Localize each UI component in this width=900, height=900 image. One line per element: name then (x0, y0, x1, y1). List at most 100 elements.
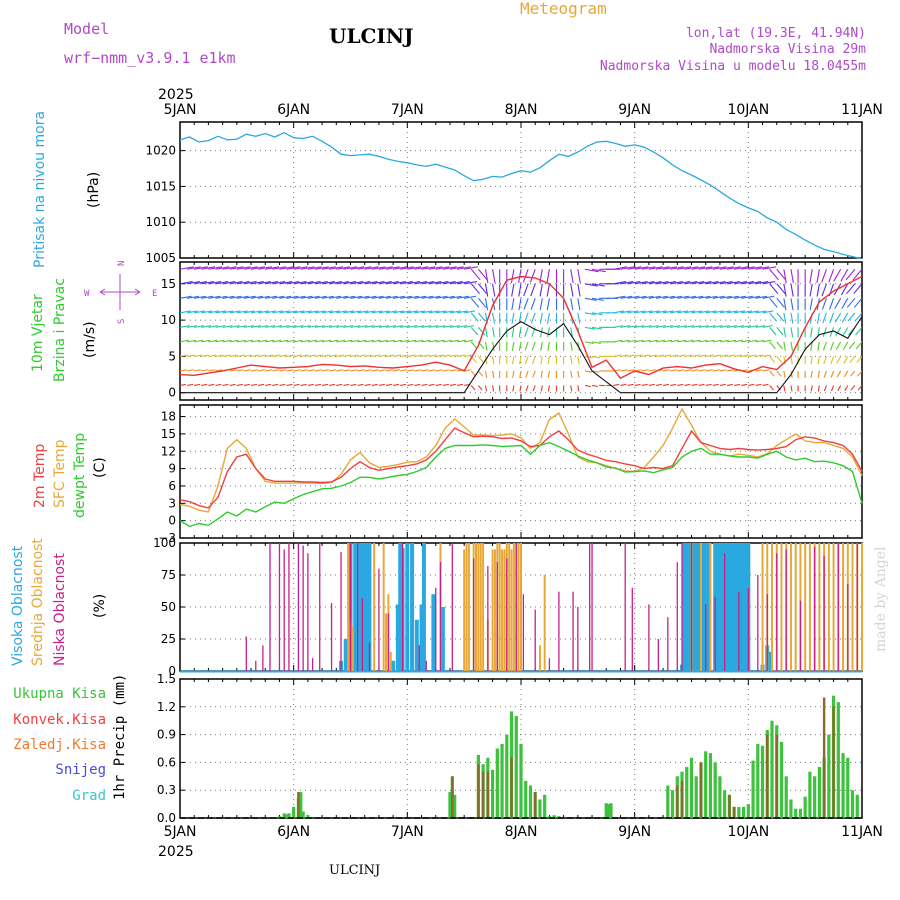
wind-arrow (776, 268, 787, 281)
wind-arrow (421, 339, 431, 343)
wind-arrow (421, 383, 428, 387)
wind-arrow (236, 354, 245, 357)
high-cloud-bar (715, 543, 720, 671)
wind-arrow (378, 339, 388, 343)
low-cloud-bar (676, 562, 678, 671)
wind-arrow (449, 295, 462, 299)
precip-total-bar (547, 816, 552, 818)
wind-arrow (279, 295, 292, 299)
wind-arrow (357, 339, 367, 343)
wind-arrow (477, 312, 486, 322)
legend-frz-rain: Zaledj.Kisa (13, 737, 106, 753)
mid-cloud-bar (761, 543, 764, 671)
wind-arrow (180, 354, 188, 357)
wind-arrow (577, 370, 580, 378)
mid-cloud-bar (382, 543, 385, 671)
wind-arrow (834, 312, 842, 323)
wind-arrow (258, 295, 270, 299)
precip-total-bar (552, 815, 556, 818)
wind-arrow (790, 341, 794, 351)
wind-arrow (627, 310, 639, 314)
wind-arrow (414, 281, 428, 285)
legend-total-rain: Ukupna Kisa (13, 686, 106, 702)
wind-arrow (350, 383, 357, 387)
wind-arrow (357, 325, 368, 328)
wind-arrow (236, 339, 246, 343)
wind-arrow (684, 325, 695, 328)
wind-arrow (769, 341, 776, 350)
wind-arrow (810, 385, 813, 392)
wind-arrow (662, 295, 675, 299)
low-cloud-bar (776, 553, 778, 671)
wind-arrow (726, 266, 741, 270)
wind-arrow (810, 356, 813, 365)
precip-total-bar (850, 790, 855, 818)
wind-arrow (846, 297, 856, 308)
wind-arrow (321, 310, 333, 314)
wind-arrow (250, 369, 259, 372)
wind-arrow (726, 295, 739, 299)
wind-arrow (835, 327, 842, 337)
wind-arrow (648, 266, 663, 270)
wind-arrow (414, 310, 426, 314)
low-cloud-bar (558, 591, 560, 671)
wind-arrow (641, 281, 655, 285)
wind-arrow (776, 370, 782, 377)
wind-arrow (272, 325, 283, 328)
wind-arrow (456, 383, 464, 387)
wind-arrow (400, 354, 409, 357)
wind-arrow (464, 325, 475, 328)
wind-arrow (670, 281, 684, 285)
wind-arrow (279, 339, 289, 343)
wind-arrow (748, 295, 761, 299)
wind-arrow (364, 383, 371, 387)
wind-arrow (470, 268, 481, 281)
wind-arrow (300, 295, 313, 299)
wind-arrow (762, 281, 776, 285)
wind-arrow (822, 341, 827, 351)
wind-arrow (187, 354, 196, 357)
wind-arrow (769, 283, 779, 295)
wind-arrow (258, 310, 270, 314)
wind-arrow (705, 325, 716, 328)
wind-arrow (364, 295, 377, 299)
wind-arrow (726, 383, 734, 387)
mid-cloud-bar (794, 543, 797, 671)
wind-arrow (741, 266, 756, 270)
wind-arrow (670, 266, 684, 270)
wind-arrow (492, 356, 495, 365)
wind-arrow (350, 281, 364, 285)
precip-total-bar (495, 748, 499, 818)
precip-total-bar (685, 767, 689, 818)
wind-arrow (790, 283, 794, 297)
precip-total-bar (841, 753, 845, 818)
pressure-axis-title: Pritisak na nivou mora (hPa) (32, 111, 102, 268)
wind-arrow (428, 383, 435, 387)
wind-arrow (634, 339, 644, 343)
precip-total-bar (718, 776, 722, 818)
precip-total-bar (846, 757, 850, 818)
wind-arrow (620, 295, 633, 299)
low-cloud-bar (302, 545, 304, 671)
wind-arrow (286, 369, 294, 372)
high-cloud-bar (419, 604, 424, 671)
wind-arrow (655, 383, 662, 387)
wind-arrow (836, 370, 842, 378)
wind-arrow (364, 281, 378, 285)
wind-arrow (577, 385, 580, 392)
wind-arrow (837, 385, 842, 391)
mid-cloud-bar (347, 543, 350, 671)
cloud-axis-title: Visoka Oblacnost Srednja Oblacnost Niska… (10, 538, 108, 666)
mid-cloud-bar (491, 549, 494, 671)
wind-arrow (762, 266, 777, 270)
wind-arrow (484, 269, 489, 284)
mid-cloud-bar (808, 543, 811, 671)
wind-arrow (670, 383, 677, 387)
wind-arrow (477, 327, 486, 336)
precip-total-bar (789, 799, 793, 818)
wind-arrow (741, 339, 751, 343)
high-cloud-bar (706, 543, 711, 671)
wind-arrow (726, 281, 740, 285)
wind-arrow (215, 383, 222, 387)
meteogram-label: Meteogram (520, 0, 607, 18)
